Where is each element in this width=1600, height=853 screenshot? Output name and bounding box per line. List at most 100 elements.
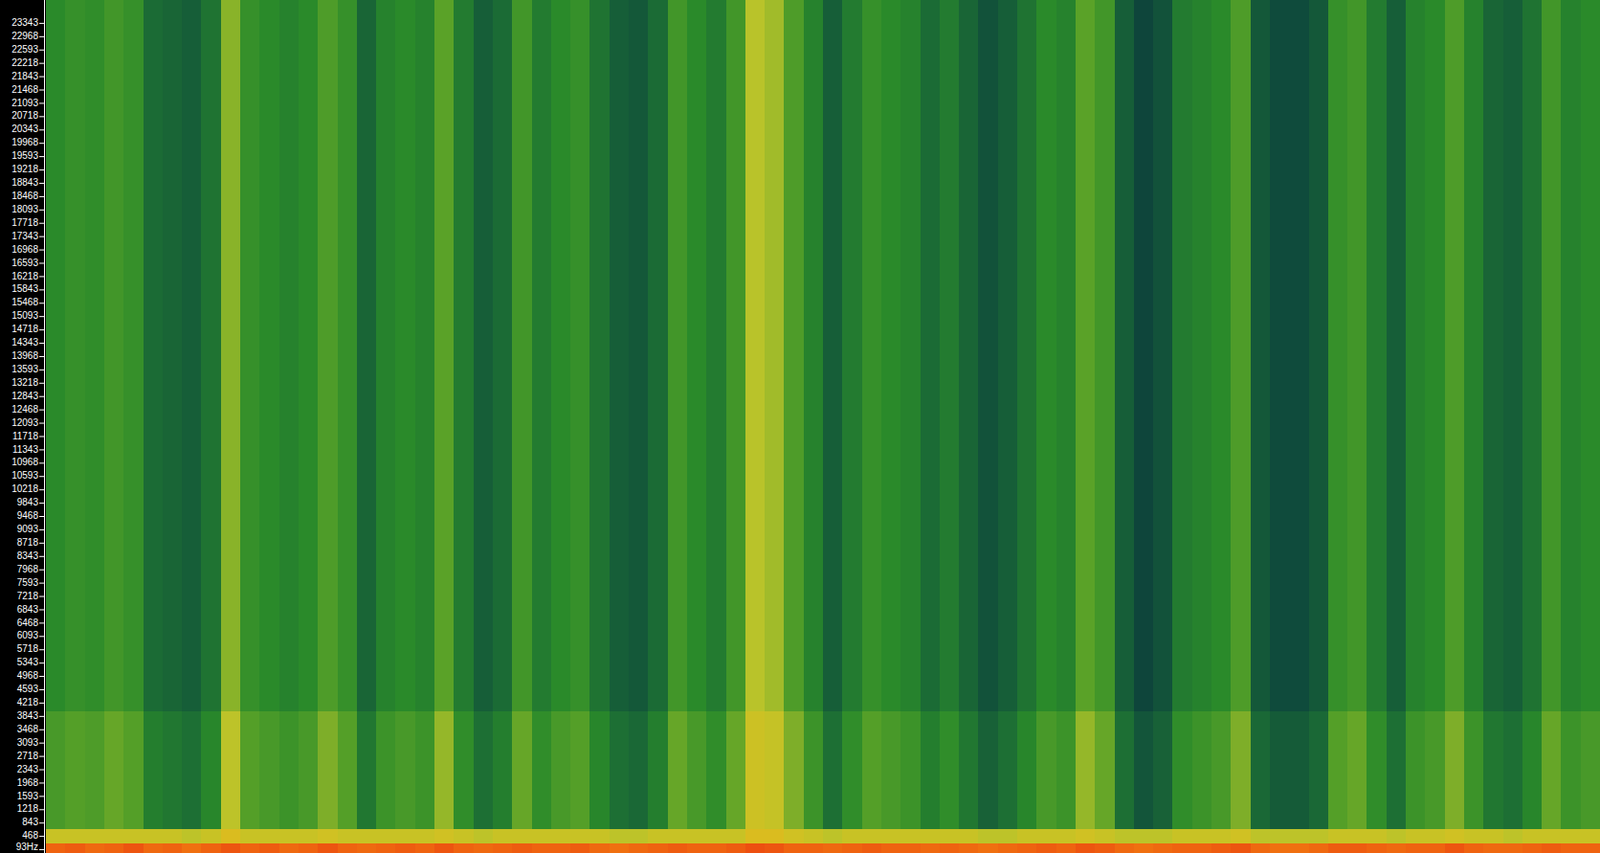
cell (1075, 0, 1096, 712)
cell (259, 711, 280, 829)
cell (123, 843, 144, 853)
cell (726, 843, 747, 853)
y-tick-label: 11343 (12, 444, 40, 455)
y-tick-label: 12468 (11, 403, 39, 415)
y-tick-label: 13593 (11, 363, 39, 375)
y-tick-label: 7968 (17, 563, 40, 575)
y-tick (39, 502, 45, 504)
y-tick (39, 382, 45, 384)
y-tick (39, 781, 45, 783)
cell (1309, 711, 1330, 829)
cell (473, 827, 494, 844)
cell (706, 827, 727, 844)
y-tick-label: 4968 (17, 669, 40, 681)
cell (1366, 0, 1387, 712)
cell (143, 711, 164, 829)
y-tick-label: 2343 (17, 763, 40, 775)
cell (434, 0, 455, 712)
cell (706, 0, 727, 712)
cell (1250, 0, 1271, 712)
cell (609, 827, 630, 844)
y-tick-label: 20718 (11, 110, 39, 121)
cell (1036, 0, 1057, 712)
cell (687, 711, 708, 829)
cell (298, 711, 319, 829)
cell (1153, 827, 1174, 844)
cell (1424, 711, 1445, 829)
cell (958, 0, 979, 712)
cell (1114, 843, 1135, 853)
cell (1288, 0, 1310, 712)
cell (551, 711, 572, 829)
cell (1017, 827, 1038, 844)
cell (473, 0, 494, 712)
cell (842, 0, 863, 712)
y-tick (39, 369, 45, 371)
cell (45, 711, 67, 829)
cell (939, 711, 960, 829)
y-tick-label: 4593 (17, 683, 40, 694)
cell (726, 827, 747, 844)
cell (920, 827, 941, 844)
y-tick (39, 63, 45, 65)
y-tick (39, 462, 45, 464)
cell (356, 711, 378, 829)
y-tick (39, 475, 45, 477)
cell (1580, 0, 1600, 712)
y-tick-label: 9843 (17, 496, 40, 508)
y-tick (39, 729, 45, 731)
cell (1114, 0, 1135, 712)
y-tick (39, 329, 45, 331)
cell (162, 0, 183, 712)
y-tick-label: 12093 (11, 417, 39, 428)
cell (628, 711, 649, 829)
y-tick-label: 22218 (11, 57, 39, 68)
cell (1211, 0, 1232, 712)
cell (1036, 711, 1057, 829)
cell (1172, 711, 1193, 829)
cell (1036, 843, 1057, 853)
cell (221, 0, 242, 712)
cell (1056, 711, 1077, 829)
y-tick (39, 542, 45, 544)
cell (317, 711, 338, 829)
cell (162, 827, 183, 844)
cell (764, 711, 785, 829)
cell (1560, 843, 1581, 853)
y-tick-label: 15093 (11, 310, 39, 321)
cell (104, 827, 125, 844)
cell (881, 843, 902, 853)
cell (1503, 827, 1524, 844)
cell (939, 0, 960, 712)
cell (745, 0, 766, 712)
y-tick (39, 808, 45, 810)
cell (920, 0, 941, 712)
cell (473, 711, 494, 829)
cell (1172, 827, 1193, 844)
y-tick (39, 835, 45, 837)
y-tick-label: 14718 (11, 323, 39, 334)
cell (85, 711, 106, 829)
cell (1347, 827, 1368, 844)
cell (1503, 711, 1524, 829)
cell (200, 843, 222, 853)
cell (900, 0, 921, 712)
cell (939, 827, 960, 844)
cell (453, 711, 474, 829)
y-tick-label: 6843 (17, 603, 40, 615)
y-tick-label: 8343 (17, 550, 40, 561)
cell (862, 711, 883, 829)
cell (977, 827, 999, 844)
cell (1464, 0, 1485, 712)
cell (783, 0, 804, 712)
y-tick (39, 302, 45, 304)
cell (298, 843, 319, 853)
cell (1386, 827, 1407, 844)
cell (1211, 827, 1232, 844)
cell (551, 843, 572, 853)
y-tick (39, 315, 45, 317)
y-tick-label: 21843 (11, 70, 39, 82)
cell (745, 827, 766, 844)
cell (589, 827, 610, 844)
cell (492, 0, 513, 712)
